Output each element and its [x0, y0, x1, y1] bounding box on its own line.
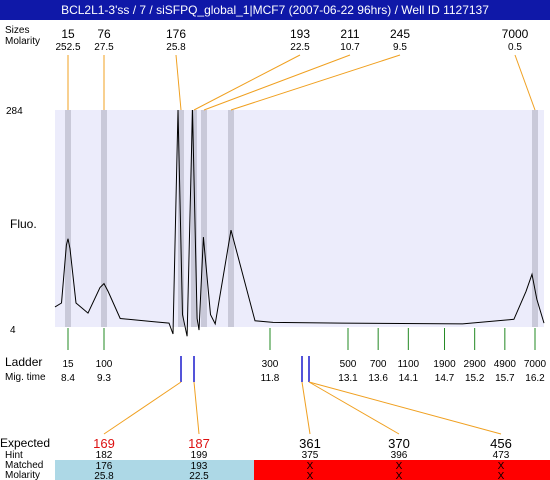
- molarity-value-1: 22.5: [189, 471, 209, 480]
- top-molarity-5: 9.5: [393, 42, 407, 53]
- top-size-0: 15: [61, 27, 75, 41]
- expected-connector-0: [103, 381, 182, 435]
- expected-value-2: 361: [299, 436, 321, 451]
- ladder-time-8: 15.7: [495, 373, 515, 384]
- ladder-size-5: 1100: [398, 359, 420, 370]
- expected-table: 16918217625.818719919322.5361375XX370396…: [93, 436, 512, 480]
- ladder-time-0: 8.4: [61, 373, 75, 384]
- molarity-label: Molarity: [5, 36, 40, 47]
- top-size-5: 245: [390, 27, 410, 41]
- peak-band-0: [65, 110, 71, 327]
- peak-band-2: [178, 110, 184, 327]
- matched-value-0: 176: [96, 461, 113, 472]
- peak-band-3: [191, 110, 197, 327]
- hint-value-3: 396: [391, 450, 408, 461]
- peak-band-1: [101, 110, 107, 327]
- ladder-label: Ladder: [5, 355, 42, 369]
- molarity-bottom-label: Molarity: [5, 470, 40, 480]
- top-size-4: 211: [340, 27, 359, 41]
- molarity-value-2: X: [307, 471, 314, 480]
- expected-connector-1: [193, 381, 200, 435]
- y-min-label: 4: [10, 325, 16, 336]
- matched-bar: [55, 460, 254, 480]
- sizes-label: Sizes: [5, 25, 29, 36]
- mig-time-label: Mig. time: [5, 372, 46, 383]
- peak-band-6: [532, 110, 538, 327]
- matched-label: Matched: [5, 460, 43, 471]
- ladder-time-6: 14.7: [435, 373, 455, 384]
- top-molarity-4: 10.7: [340, 42, 360, 53]
- ladder-time-1: 9.3: [97, 373, 111, 384]
- chart-title: BCL2L1-3'ss / 7 / siSFPQ_global_1|MCF7 (…: [0, 0, 550, 20]
- top-size-3: 193: [290, 27, 310, 41]
- peak-band-4: [201, 110, 207, 327]
- ladder-time-9: 16.2: [525, 373, 545, 384]
- top-size-2: 176: [166, 27, 186, 41]
- molarity-value-3: X: [396, 471, 403, 480]
- ladder-size-2: 300: [262, 359, 279, 370]
- top-molarity-1: 27.5: [94, 42, 114, 53]
- top-connector-3: [193, 54, 301, 111]
- top-molarity-6: 0.5: [508, 42, 522, 53]
- ladder-time-7: 15.2: [465, 373, 485, 384]
- top-molarity-3: 22.5: [290, 42, 310, 53]
- matched-value-1: 193: [191, 461, 208, 472]
- ladder-size-3: 500: [340, 359, 357, 370]
- ladder-size-6: 1900: [433, 359, 456, 370]
- top-molarity-0: 252.5: [55, 42, 80, 53]
- ladder-time-4: 13.6: [368, 373, 388, 384]
- ladder-size-8: 4900: [494, 359, 517, 370]
- hint-value-2: 375: [302, 450, 319, 461]
- top-molarity-2: 25.8: [166, 42, 186, 53]
- ladder-size-1: 100: [96, 359, 113, 370]
- expected-value-4: 456: [490, 436, 512, 451]
- expected-connectors: [103, 381, 502, 435]
- hint-value-1: 199: [191, 450, 208, 461]
- y-max-label: 284: [6, 106, 23, 117]
- hint-label: Hint: [5, 450, 23, 461]
- ladder-time-3: 13.1: [338, 373, 358, 384]
- top-size-1: 76: [97, 27, 111, 41]
- y-axis-label: Fluo.: [10, 217, 37, 231]
- ladder-time-5: 14.1: [399, 373, 419, 384]
- molarity-value-0: 25.8: [94, 471, 114, 480]
- ladder-time-2: 11.8: [261, 373, 280, 384]
- expected-connector-4: [308, 381, 502, 435]
- top-connector-5: [230, 54, 401, 111]
- top-connector-2: [175, 54, 182, 111]
- expected-value-1: 187: [188, 436, 210, 451]
- peak-bands: [65, 110, 538, 327]
- ladder-size-0: 15: [62, 359, 74, 370]
- expected-connector-3: [308, 381, 400, 435]
- expected-value-3: 370: [388, 436, 410, 451]
- ladder-size-7: 2900: [464, 359, 487, 370]
- molarity-value-4: X: [498, 471, 505, 480]
- expected-connector-2: [301, 381, 311, 435]
- top-size-6: 7000: [502, 27, 529, 41]
- expected-position-markers: [180, 356, 310, 382]
- matched-value-2: X: [307, 461, 314, 472]
- top-connector-6: [514, 54, 536, 111]
- matched-value-3: X: [396, 461, 403, 472]
- ladder-size-4: 700: [370, 359, 387, 370]
- missing-bar: [254, 460, 550, 480]
- matched-value-4: X: [498, 461, 505, 472]
- expected-value-0: 169: [93, 436, 115, 451]
- plot-area: [55, 110, 544, 327]
- expected-label: Expected: [0, 436, 50, 450]
- ladder-markers: 15 8.4 100 9.3 300 11.8 500 13.1 700 13.6 1100 14.1…: [61, 328, 547, 384]
- fluorescence-trace: [54, 109, 545, 337]
- peak-band-5: [228, 110, 234, 327]
- top-connector-4: [203, 54, 351, 111]
- hint-value-4: 473: [493, 450, 510, 461]
- ladder-size-9: 7000: [524, 359, 547, 370]
- hint-value-0: 182: [96, 450, 113, 461]
